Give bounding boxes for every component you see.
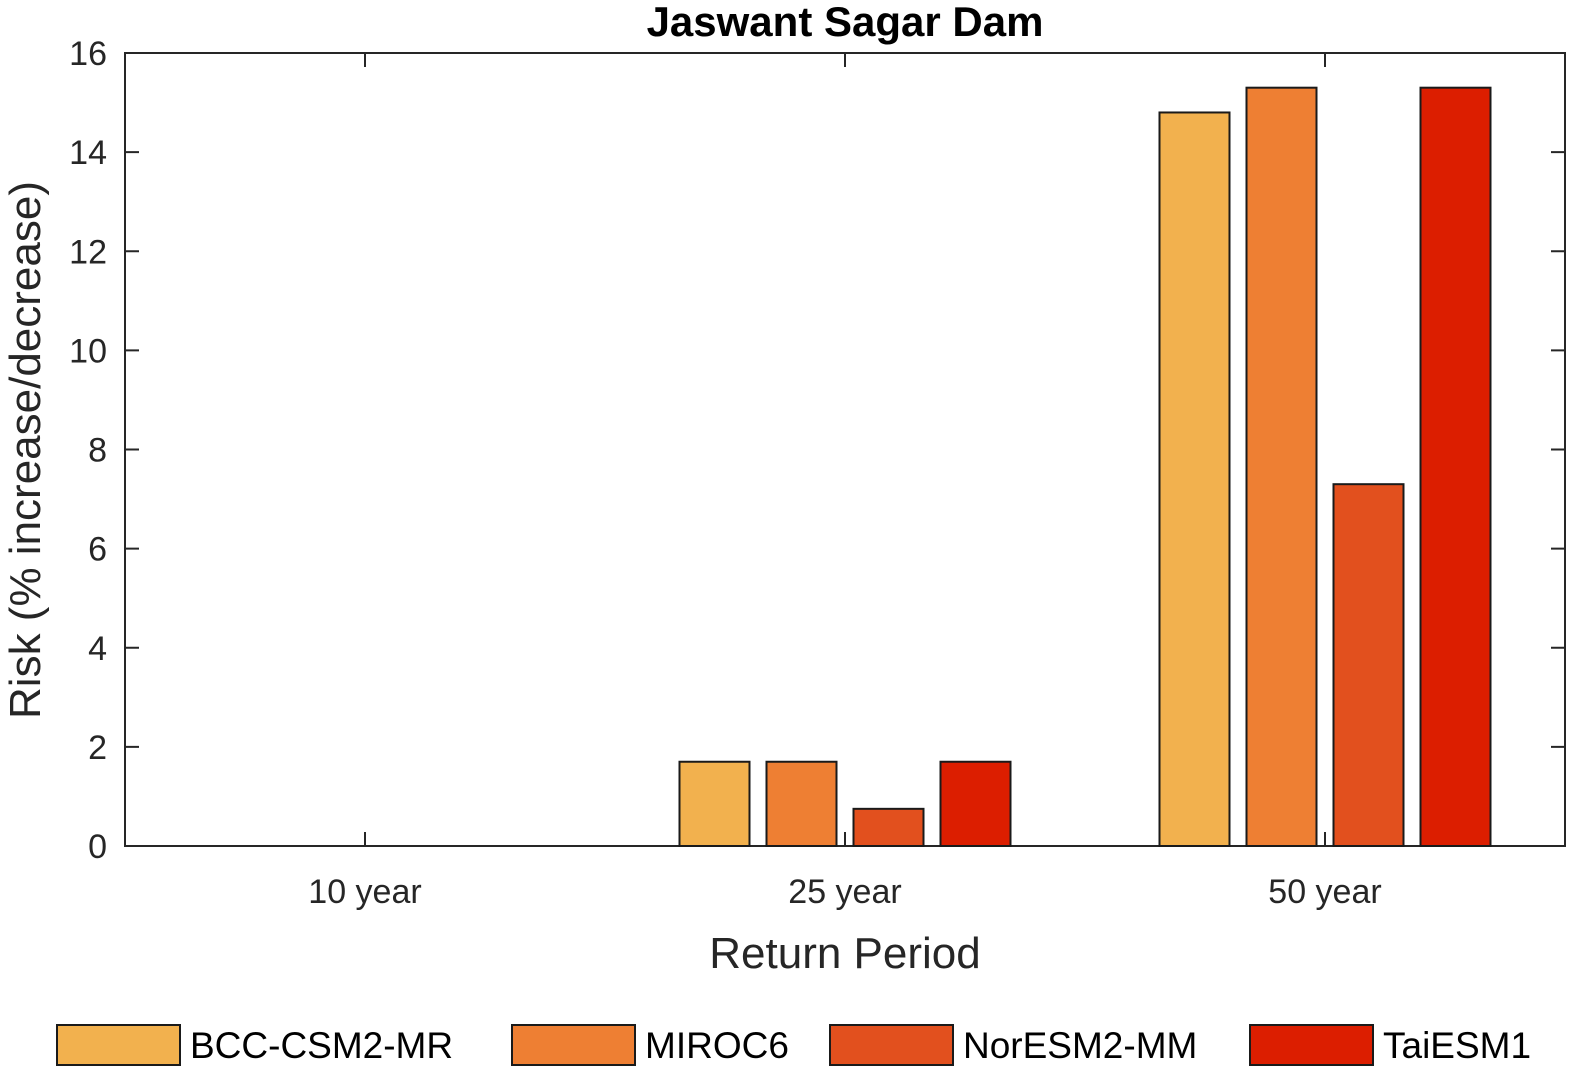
y-tick-label: 12 [69, 233, 107, 271]
legend-swatch [1249, 1024, 1374, 1066]
legend-label: TaiESM1 [1383, 1025, 1531, 1066]
legend-label: BCC-CSM2-MR [190, 1025, 453, 1066]
bar [678, 760, 751, 848]
plot-area: 0 2 4 6 8 10 12 14 16 10 year 25 year 50 year [69, 35, 1566, 911]
y-tick-label: 16 [69, 35, 107, 73]
y-tick-label: 0 [88, 828, 107, 866]
y-tick-label: 14 [69, 134, 107, 172]
legend: BCC-CSM2-MR MIROC6 NorESM2-MM TaiESM1 [56, 1024, 1531, 1066]
x-tick-label: 25 year [788, 873, 901, 911]
bar [1419, 86, 1492, 848]
y-tick-label: 8 [88, 432, 107, 470]
bar [1332, 483, 1405, 847]
legend-swatch [511, 1024, 636, 1066]
y-axis-label: Risk (% increase/decrease) [1, 181, 50, 719]
ticks: 0 2 4 6 8 10 12 14 16 10 year 25 year 50 year [69, 35, 1565, 911]
bar [939, 760, 1012, 848]
x-tick-label: 10 year [308, 873, 421, 911]
bar [765, 760, 838, 848]
bar [852, 807, 925, 847]
y-tick-label: 6 [88, 531, 107, 569]
legend-swatch [829, 1024, 954, 1066]
legend-label: NorESM2-MM [963, 1025, 1197, 1066]
x-tick-label: 50 year [1268, 873, 1381, 911]
y-tick-label: 2 [88, 729, 107, 767]
legend-swatch [56, 1024, 181, 1066]
bar [1245, 86, 1318, 848]
legend-label: MIROC6 [645, 1025, 789, 1066]
y-tick-label: 10 [69, 332, 107, 370]
chart-title: Jaswant Sagar Dam [647, 0, 1044, 45]
y-tick-label: 4 [88, 630, 107, 668]
x-axis-label: Return Period [709, 929, 980, 978]
bars [678, 86, 1492, 848]
bar [1158, 111, 1231, 848]
